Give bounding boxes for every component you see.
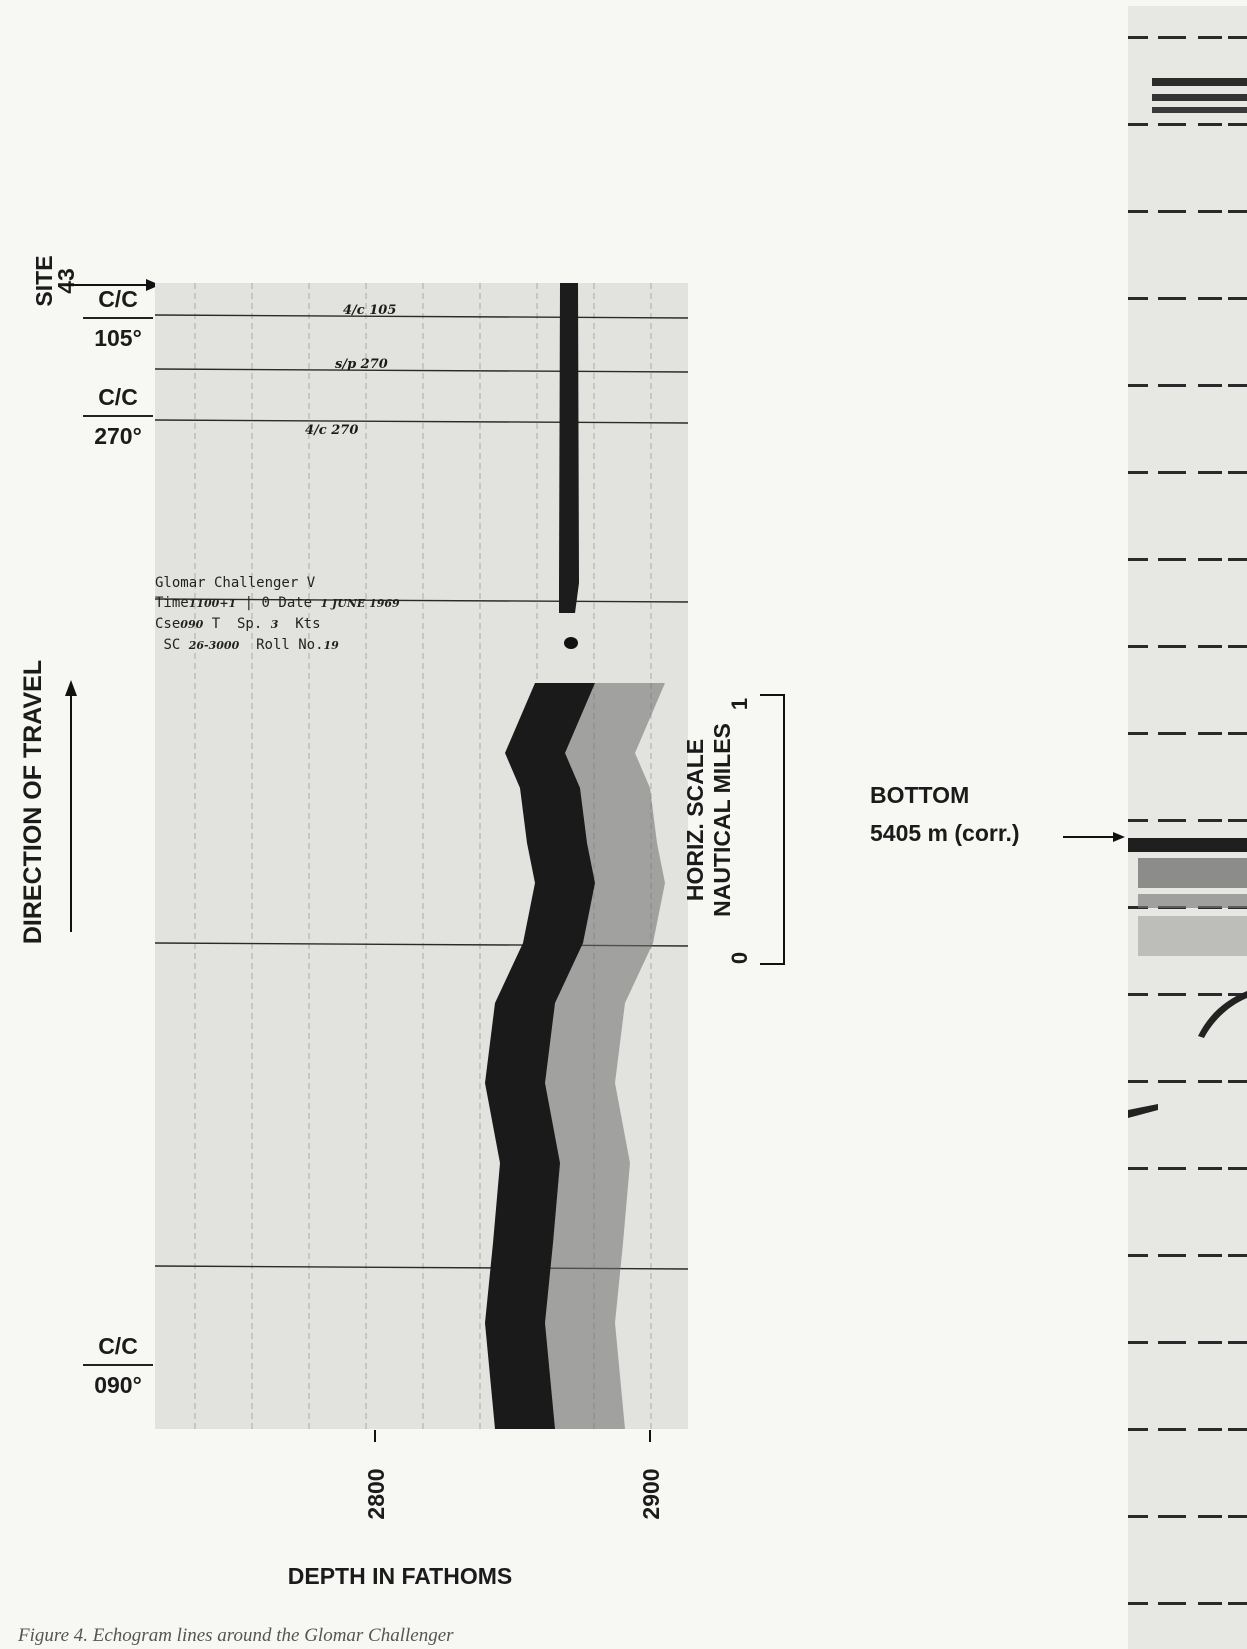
- depth-tick-2800: [374, 1430, 376, 1442]
- horiz-scale-units: NAUTICAL MILES: [709, 723, 735, 917]
- handwritten-mark-3: 4/c 270: [305, 423, 359, 438]
- figure-caption: Figure 4. Echogram lines around the Glom…: [18, 1625, 454, 1646]
- echogram-fix-lines: [155, 314, 688, 1270]
- stamp-speed-label: Sp.: [237, 616, 263, 632]
- stamp-roll-label: Roll No.: [256, 637, 324, 653]
- echogram-trace-blob: [564, 637, 578, 649]
- stamp-speed-unit: Kts: [295, 616, 321, 632]
- stamp-line-2: Time1100+1 | 0 Date 1 JUNE 1969: [155, 595, 400, 611]
- course-change-090: C/C 090°: [83, 1333, 153, 1399]
- echogram-record: 4/c 105 s/p 270 4/c 270 Glomar Challenge…: [155, 283, 688, 1429]
- handwritten-mark-2: s/p 270: [335, 357, 388, 372]
- depth-axis-title: DEPTH IN FATHOMS: [287, 1563, 513, 1589]
- stamp-zero: 0: [261, 595, 270, 611]
- stamp-line-1: Glomar Challenger V: [155, 573, 400, 593]
- horiz-scale-bracket: [760, 694, 785, 965]
- bottom-label: BOTTOM: [870, 782, 970, 808]
- stamp-scale-value: 26-3000: [188, 639, 240, 652]
- course-change-label: C/C: [98, 286, 138, 312]
- stamp-scale-label: SC: [163, 637, 181, 653]
- record-strip-timing-marks: [1128, 36, 1247, 1605]
- stamp-time-label: Time: [155, 595, 189, 611]
- record-strip-bottom-reflector: [1128, 838, 1247, 852]
- course-change-heading: 270°: [83, 415, 153, 450]
- stamp-vessel-suffix: V: [306, 575, 316, 591]
- depth-tick-label-2800: 2800: [363, 1468, 389, 1520]
- bottom-depth-label: 5405 m (corr.): [870, 820, 1020, 846]
- echogram-graphic: [155, 283, 688, 1429]
- stamp-time-value: 1100+1: [188, 597, 237, 610]
- stamp-course-unit: T: [211, 616, 221, 632]
- course-change-label: C/C: [98, 384, 138, 410]
- record-stamp: Glomar Challenger V Time1100+1 | 0 Date …: [155, 573, 400, 656]
- echogram-upper-trace: [559, 283, 579, 613]
- course-change-heading: 090°: [83, 1364, 153, 1399]
- stamp-date-value: 1 JUNE 1969: [320, 597, 400, 610]
- course-change-270: C/C 270°: [83, 384, 153, 450]
- stamp-speed-value: 3: [270, 618, 279, 631]
- echogram-seafloor-trace: [485, 683, 595, 1429]
- horiz-scale-tick-1: 1: [727, 697, 752, 711]
- stamp-vessel: Glomar Challenger: [155, 575, 299, 591]
- stamp-course-label: Cse: [155, 616, 181, 632]
- course-change-heading: 105°: [83, 317, 153, 352]
- course-change-label: C/C: [98, 1333, 138, 1359]
- stamp-course-value: 090: [180, 618, 204, 631]
- stamp-line-4: SC 26-3000 Roll No.19: [155, 635, 400, 656]
- stamp-roll-value: 19: [323, 639, 339, 652]
- stamp-date-label: Date: [278, 595, 313, 611]
- reflection-record-strip: [1128, 6, 1247, 1649]
- depth-tick-2900: [649, 1430, 651, 1442]
- course-change-105: C/C 105°: [83, 286, 153, 352]
- depth-tick-label-2900: 2900: [638, 1468, 664, 1520]
- echogram-subbottom-echo: [540, 683, 665, 1429]
- horiz-scale-tick-0: 0: [727, 951, 752, 965]
- handwritten-mark-1: 4/c 105: [343, 303, 397, 318]
- record-strip-graphic: [1128, 36, 1247, 1605]
- bottom-arrow-icon: [1063, 832, 1125, 842]
- direction-of-travel-label: DIRECTION OF TRAVEL: [19, 659, 47, 945]
- stamp-line-3: Cse090 T Sp. 3 Kts: [155, 614, 400, 635]
- horiz-scale-title: HORIZ. SCALE: [682, 738, 708, 902]
- site-arrow: [66, 279, 160, 291]
- direction-arrow-icon: [65, 680, 77, 932]
